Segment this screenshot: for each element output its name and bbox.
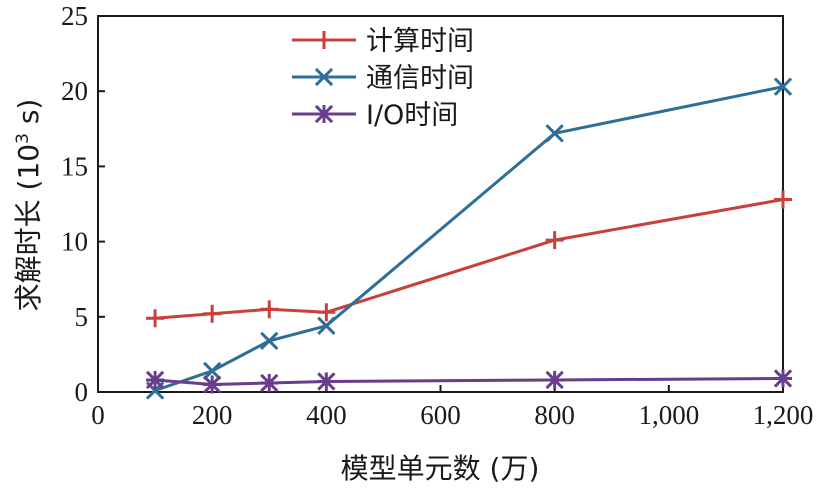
x-tick-label: 600 bbox=[420, 400, 461, 430]
y-tick-label: 25 bbox=[61, 1, 88, 31]
marker-stroke bbox=[773, 77, 793, 96]
data-point-x bbox=[203, 361, 222, 381]
legend-label: 计算时间 bbox=[366, 26, 474, 57]
series-layer bbox=[145, 77, 793, 400]
data-point-x bbox=[545, 124, 564, 143]
marker-stroke bbox=[203, 361, 222, 381]
legend-label: 通信时间 bbox=[366, 63, 474, 94]
data-point-plus bbox=[774, 190, 792, 209]
marker-stroke bbox=[545, 124, 564, 143]
series-line bbox=[154, 376, 784, 386]
marker-stroke bbox=[260, 373, 279, 393]
data-point-asterisk bbox=[203, 375, 222, 394]
data-point-x bbox=[260, 331, 279, 351]
marker-stroke bbox=[203, 375, 222, 394]
data-point-asterisk bbox=[260, 373, 279, 393]
series-1 bbox=[146, 190, 792, 328]
x-tick-label: 1,000 bbox=[638, 400, 699, 430]
y-axis-title-prefix: 求解时长 (10 bbox=[12, 144, 45, 311]
x-tick-label: 1,200 bbox=[753, 400, 814, 430]
y-axis: 0 5 10 15 20 25 bbox=[61, 1, 105, 407]
legend-item-3: I/O时间 bbox=[292, 100, 458, 131]
marker-stroke bbox=[545, 370, 564, 390]
data-point-plus bbox=[317, 303, 336, 322]
y-tick-label: 15 bbox=[61, 151, 88, 181]
legend-item-2: 通信时间 bbox=[292, 63, 474, 94]
y-tick-label: 0 bbox=[75, 377, 89, 407]
y-axis-title-suffix: s) bbox=[12, 99, 45, 133]
marker-stroke bbox=[317, 372, 336, 391]
legend-item-1: 计算时间 bbox=[292, 26, 474, 57]
data-point-asterisk bbox=[314, 104, 334, 124]
data-point-plus bbox=[260, 300, 279, 319]
marker-stroke bbox=[773, 369, 793, 388]
data-point-plus bbox=[545, 231, 564, 250]
data-point-plus bbox=[315, 31, 333, 49]
y-tick-label: 20 bbox=[61, 76, 88, 106]
y-axis-title-superscript: 3 bbox=[13, 133, 33, 144]
data-point-asterisk bbox=[145, 370, 165, 390]
series-line bbox=[154, 198, 784, 320]
x-axis: 0 200 400 600 800 1,000 1,200 bbox=[91, 385, 813, 430]
series-2 bbox=[145, 77, 793, 400]
x-axis-title: 模型单元数 (万) bbox=[341, 452, 540, 485]
marker-stroke bbox=[314, 104, 334, 124]
marker-stroke bbox=[145, 370, 165, 390]
data-point-x bbox=[317, 316, 336, 335]
legend-label: I/O时间 bbox=[366, 100, 458, 131]
data-point-asterisk bbox=[545, 370, 564, 390]
x-tick-label: 0 bbox=[91, 400, 105, 430]
data-point-asterisk bbox=[773, 369, 793, 388]
y-tick-label: 5 bbox=[75, 302, 89, 332]
x-tick-label: 800 bbox=[534, 400, 575, 430]
series-3 bbox=[145, 369, 793, 394]
data-point-x bbox=[773, 77, 793, 96]
x-tick-label: 200 bbox=[192, 400, 233, 430]
data-point-plus bbox=[146, 309, 165, 328]
data-point-x bbox=[314, 67, 334, 87]
series-line bbox=[154, 85, 784, 392]
marker-stroke bbox=[317, 316, 336, 335]
data-point-plus bbox=[203, 304, 222, 323]
marker-stroke bbox=[314, 67, 334, 87]
data-point-asterisk bbox=[317, 372, 336, 391]
y-tick-label: 10 bbox=[61, 227, 88, 257]
x-tick-label: 400 bbox=[306, 400, 347, 430]
y-axis-title: 求解时长 (103 s) bbox=[12, 99, 45, 312]
marker-stroke bbox=[260, 331, 279, 351]
